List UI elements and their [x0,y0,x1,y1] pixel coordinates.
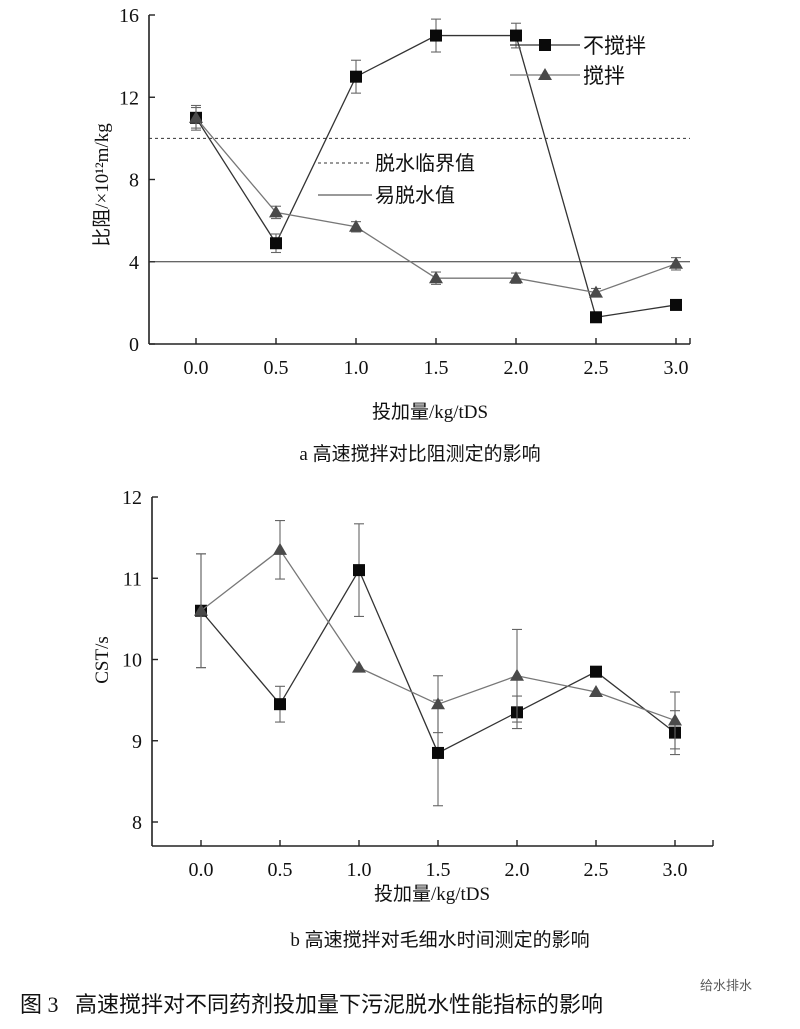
chart-b-y-tick-label: 9 [132,731,142,753]
chart-b-triangle-marker [194,603,208,616]
chart-b-triangle-marker [510,668,524,681]
chart-b-x-tick-label: 1.0 [347,859,372,881]
chart-a-legend-square-marker [539,39,551,51]
chart-a-reference-legend-label: 脱水临界值 [375,152,475,175]
chart-b-x-tick-label: 0.5 [268,859,293,881]
chart-b-square-marker [274,698,286,711]
chart-a-xlabel: 投加量/kg/tDS [372,401,488,423]
chart-b-x-tick-label: 0.0 [189,859,214,881]
chart-a-square-marker [350,70,362,83]
chart-a-x-tick-label: 2.5 [584,357,609,379]
chart-a-triangle-marker [189,110,203,123]
chart-b-triangle-marker [589,685,603,697]
chart-b-y-tick-label: 11 [123,568,142,590]
chart-a-x-tick-label: 0.0 [184,357,209,379]
watermark: 给水排水 [700,978,752,993]
chart-b-triangle-marker [668,713,682,726]
chart-b-x-tick-label: 3.0 [663,859,688,881]
chart-a-title: a 高速搅拌对比阻测定的影响 [299,443,540,465]
chart-a-y-tick-label: 0 [129,334,139,356]
chart-b-square-marker [432,746,444,759]
chart-b-square-marker [590,665,602,678]
chart-a-square-marker [430,29,442,42]
chart-b-triangle-marker [273,542,287,555]
chart-a-x-tick-label: 3.0 [664,357,689,379]
chart-a-square-marker [510,29,522,42]
chart-a-triangle-marker [269,205,283,218]
chart-b-xlabel: 投加量/kg/tDS [374,883,490,905]
chart-b-title: b 高速搅拌对毛细水时间测定的影响 [290,929,589,951]
chart-a-x-tick-label: 1.5 [424,357,449,379]
figure-caption: 图 3 高速搅拌对不同药剂投加量下污泥脱水性能指标的影响 [20,992,603,1017]
chart-b-x-tick-label: 2.5 [584,859,609,881]
chart-a-triangle-marker [429,271,443,284]
chart-b-square-marker [353,564,365,577]
chart-a-x-tick-label: 2.0 [504,357,529,379]
chart-b-ylabel: CST/s [92,636,113,684]
chart-b-triangle-marker [352,660,366,673]
chart-b-x-tick-label: 1.5 [426,859,451,881]
chart-b-triangle-marker [431,697,445,710]
chart-a-triangle-marker [589,285,603,298]
chart-a-triangle-marker [349,219,363,232]
chart-a-square-marker [670,298,682,311]
chart-a-x-tick-label: 0.5 [264,357,289,379]
chart-a-triangle-marker [669,256,683,269]
chart-a-legend-triangle-marker [538,68,552,80]
chart-a-x-tick-label: 1.0 [344,357,369,379]
chart-a-square-marker [270,237,282,250]
chart-a-legend-label: 搅拌 [583,64,625,88]
chart-b-y-tick-label: 8 [132,812,142,834]
chart-a-ylabel: 比阻/×10¹²m/kg [91,123,113,247]
chart-a-y-tick-label: 8 [129,170,139,192]
chart-a-reference-legend-label: 易脱水值 [375,184,455,207]
chart-b-y-tick-label: 12 [122,487,142,509]
chart-b-x-tick-label: 2.0 [505,859,530,881]
chart-a-square-marker [590,311,602,324]
chart-a-triangle-marker [509,271,523,284]
chart-a-y-tick-label: 12 [119,87,139,109]
chart-a-legend-label: 不搅拌 [583,34,646,58]
chart-b-y-tick-label: 10 [122,650,142,672]
chart-a-y-tick-label: 4 [129,252,139,274]
chart-a-y-tick-label: 16 [119,5,139,27]
